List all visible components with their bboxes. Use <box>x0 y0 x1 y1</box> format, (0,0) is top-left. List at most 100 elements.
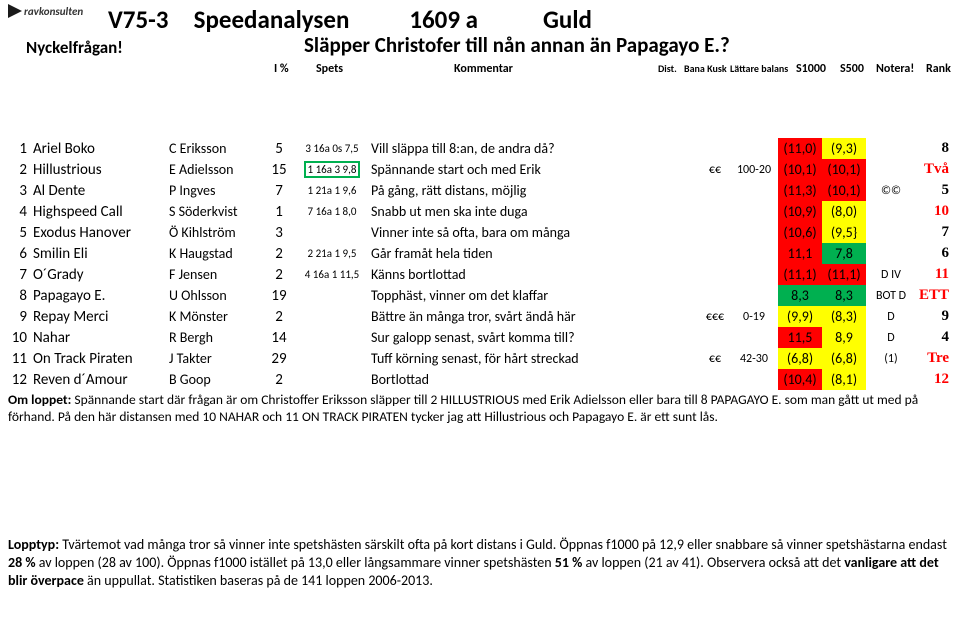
comment: Bortlottad <box>368 369 700 390</box>
s1000: 11,5 <box>778 327 822 348</box>
horse-name: Ariel Boko <box>30 138 166 159</box>
comment: Känns bortlottad <box>368 264 700 285</box>
driver-name: B Goop <box>166 369 262 390</box>
notera <box>866 159 916 180</box>
horse-num: 3 <box>8 180 30 201</box>
s1000: 11,1 <box>778 243 822 264</box>
spets: 4 16a 1 11,5 <box>296 264 368 285</box>
horse-name: Hillustrious <box>30 159 166 180</box>
col-spets: Spets <box>316 62 343 76</box>
comment: På gång, rätt distans, möjlig <box>368 180 700 201</box>
horse-name: O´Grady <box>30 264 166 285</box>
col-dist: Dist. <box>658 62 677 75</box>
s500: 8,3 <box>822 285 866 306</box>
rank: 12 <box>916 369 952 390</box>
s1000: (11,3) <box>778 180 822 201</box>
s500: (8,3) <box>822 306 866 327</box>
s1000: (10,6) <box>778 222 822 243</box>
spets: 1 16a 3 9,8 <box>296 159 368 180</box>
dist <box>700 243 730 264</box>
comment: Vinner inte så ofta, bara om många <box>368 222 700 243</box>
om-label: Om loppet: <box>8 391 71 408</box>
s500: (8,0) <box>822 201 866 222</box>
spets: 3 16a 0s 7,5 <box>296 138 368 159</box>
horse-name: On Track Piraten <box>30 348 166 369</box>
spets <box>296 348 368 369</box>
notera <box>866 369 916 390</box>
driver-name: C Eriksson <box>166 138 262 159</box>
table-row: 1Ariel BokoC Eriksson53 16a 0s 7,5Vill s… <box>8 138 952 159</box>
i-percent: 2 <box>262 264 296 285</box>
driver-name: J Takter <box>166 348 262 369</box>
spets: 7 16a 1 8,0 <box>296 201 368 222</box>
driver-name: U Ohlsson <box>166 285 262 306</box>
notera: ©© <box>866 180 916 201</box>
notera <box>866 243 916 264</box>
dist <box>700 180 730 201</box>
nyckel-label: Nyckelfrågan! <box>26 37 123 58</box>
table-row: 9Repay MerciK Mönster2Bättre än många tr… <box>8 306 952 327</box>
bana: 100-20 <box>730 159 778 180</box>
horse-num: 9 <box>8 306 30 327</box>
rank: 8 <box>916 138 952 159</box>
s1000: (11,1) <box>778 264 822 285</box>
dist: €€€ <box>700 306 730 327</box>
race-question: Släpper Christofer till nån annan än Pap… <box>304 32 730 58</box>
driver-name: S Söderkvist <box>166 201 262 222</box>
s500: (8,1) <box>822 369 866 390</box>
comment: Topphäst, vinner om det klaffar <box>368 285 700 306</box>
i-percent: 14 <box>262 327 296 348</box>
horse-num: 12 <box>8 369 30 390</box>
col-s1000: S1000 <box>796 62 826 76</box>
i-percent: 1 <box>262 201 296 222</box>
i-percent: 3 <box>262 222 296 243</box>
table-row: 7O´GradyF Jensen24 16a 1 11,5Känns bortl… <box>8 264 952 285</box>
horse-table: 1 Ariel BokoC Eriksson 5 3 16a 0s 7,5Vill s… <box>8 138 952 390</box>
driver-name: K Mönster <box>166 306 262 327</box>
rank: 9 <box>916 306 952 327</box>
driver-name: P Ingves <box>166 180 262 201</box>
race-title: V75-3 Speedanalysen 1609 a Guld <box>108 4 592 35</box>
horse-name: Reven d´Amour <box>30 369 166 390</box>
spets <box>296 369 368 390</box>
i-percent: 7 <box>262 180 296 201</box>
table-row: 2HillustriousE Adielsson151 16a 3 9,8Spä… <box>8 159 952 180</box>
horse-num: 4 <box>8 201 30 222</box>
comment: Spännande start och med Erik <box>368 159 700 180</box>
horse-num: 2 <box>8 159 30 180</box>
i-percent: 19 <box>262 285 296 306</box>
horse-num: 8 <box>8 285 30 306</box>
notera <box>866 138 916 159</box>
rank: 5 <box>916 180 952 201</box>
bana <box>730 264 778 285</box>
spets <box>296 306 368 327</box>
i-percent: 29 <box>262 348 296 369</box>
s500: (10,1) <box>822 180 866 201</box>
driver-name: F Jensen <box>166 264 262 285</box>
dist: €€ <box>700 159 730 180</box>
s1000: (10,4) <box>778 369 822 390</box>
s1000: 8,3 <box>778 285 822 306</box>
i-percent: 2 <box>262 243 296 264</box>
lopptyp: Lopptyp: Tvärtemot vad många tror så vin… <box>8 536 952 591</box>
table-row: 11On Track PiratenJ Takter29Tuff körning… <box>8 348 952 369</box>
horse-num: 11 <box>8 348 30 369</box>
s500: (9,5} <box>822 222 866 243</box>
col-s500: S500 <box>840 62 864 76</box>
horse-name: Repay Merci <box>30 306 166 327</box>
spets: 1 21a 1 9,6 <box>296 180 368 201</box>
notera: D <box>866 327 916 348</box>
comment: Vill släppa till 8:an, de andra då? <box>368 138 700 159</box>
driver-name: K Haugstad <box>166 243 262 264</box>
col-notera: Notera! <box>876 62 914 76</box>
om-loppet: Om loppet: Spännande start där frågan är… <box>8 392 952 426</box>
dist <box>700 138 730 159</box>
bana: 0-19 <box>730 306 778 327</box>
horse-name: Exodus Hanover <box>30 222 166 243</box>
bana <box>730 138 778 159</box>
s1000: (10,9) <box>778 201 822 222</box>
s500: 8,9 <box>822 327 866 348</box>
horse-name: Al Dente <box>30 180 166 201</box>
horse-num: 10 <box>8 327 30 348</box>
logo: ravkonsulten <box>8 4 83 18</box>
